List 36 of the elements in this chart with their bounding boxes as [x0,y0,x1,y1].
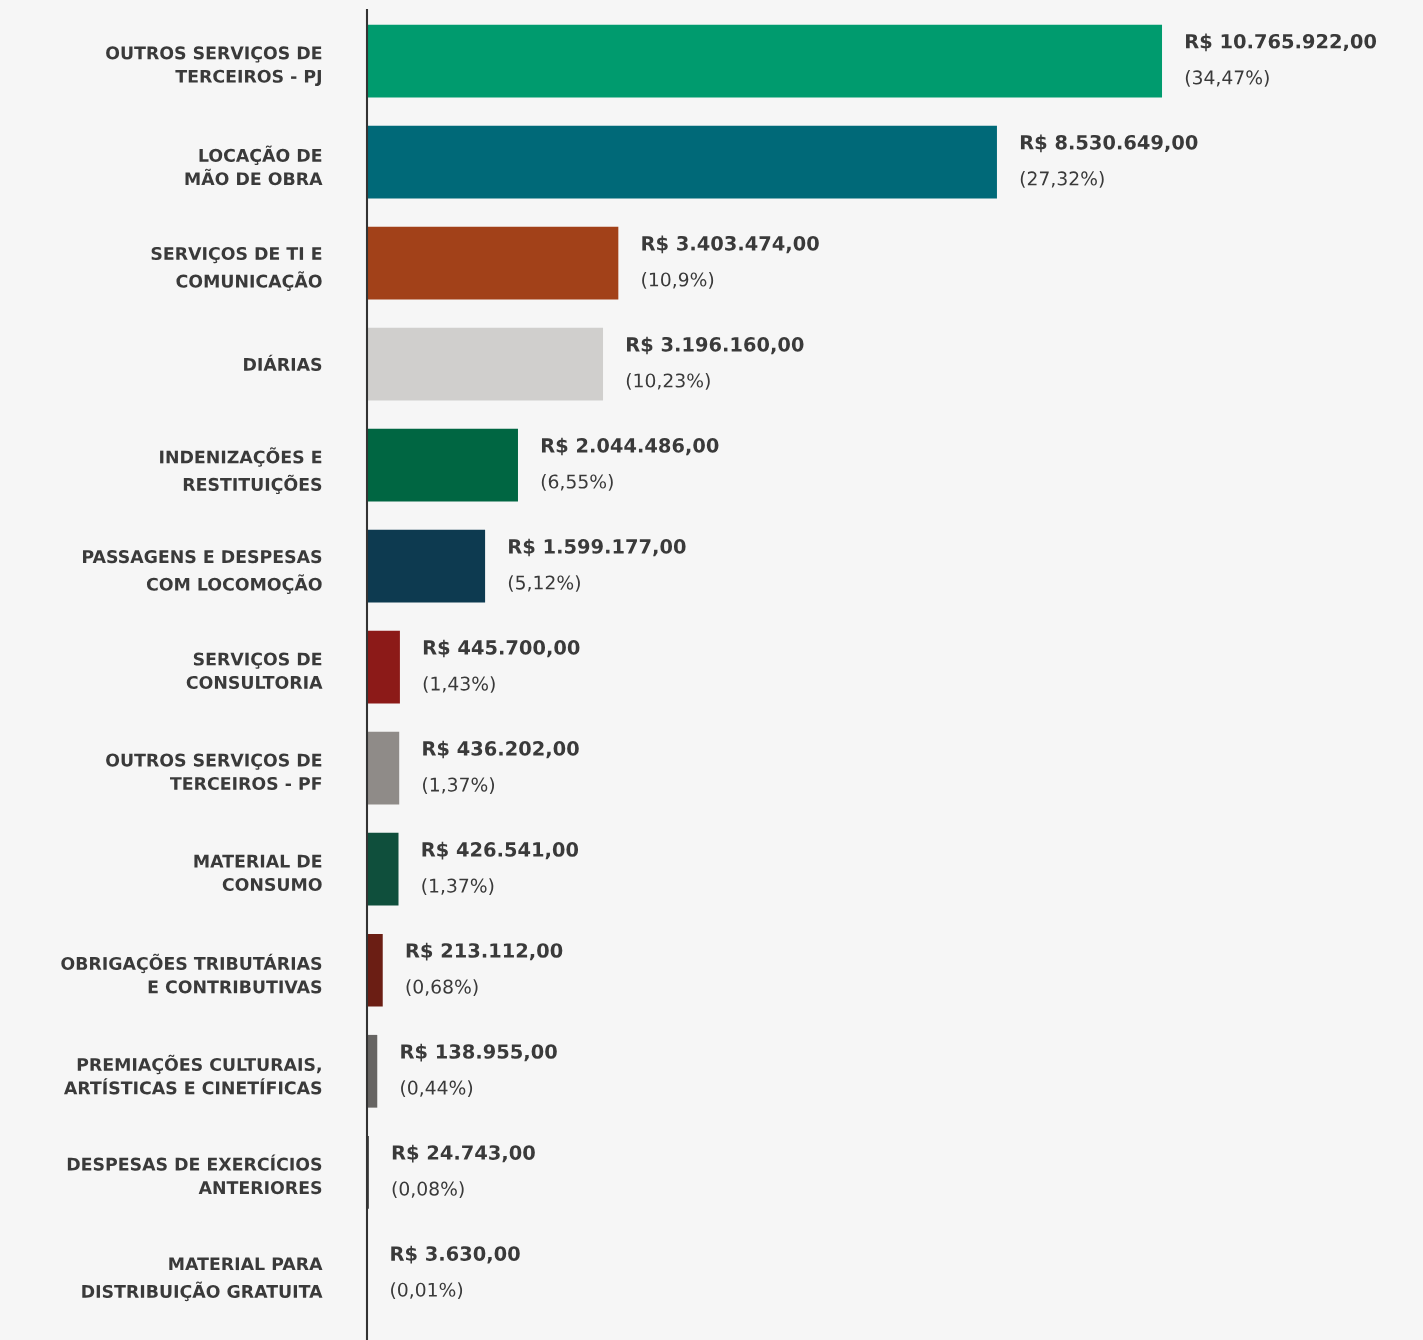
y-tick-label: MATERIAL PARA DISTRIBUIÇÃO GRATUITA [82,1257,323,1302]
y-tick-label: OBRIGAÇÕES TRIBUTÁRIAS E CONTRIBUTIVAS [61,953,322,994]
bar [367,428,518,502]
data-label: R$ 3.196.160,00 (10,23%) [626,336,804,390]
data-label: R$ 3.630,00 (0,01%) [391,1245,520,1300]
y-tick-label: DESPESAS DE EXERCÍCIOS ANTERIORES [67,1154,322,1195]
bar [367,125,997,199]
y-tick-label: DIÁRIAS [244,354,322,371]
data-label: R$ 426.541,00 (1,37%) [422,841,579,895]
y-tick-label: OUTROS SERVIÇOS DE TERCEIROS - PF [106,753,322,791]
y-tick-label: INDENIZAÇÕES E RESTITUIÇÕES [160,447,322,495]
data-label: R$ 8.530.649,00 (27,32%) [1020,134,1198,188]
y-tick-label: SERVIÇOS DE CONSULTORIA [186,652,323,690]
bar [367,630,400,704]
y-tick-label: OUTROS SERVIÇOS DE TERCEIROS - PJ [106,46,322,87]
data-label: R$ 436.202,00 (1,37%) [423,740,579,794]
y-tick-label: MATERIAL DE CONSUMO [194,854,322,892]
data-label: R$ 2.044.486,00 (6,55%) [541,437,719,491]
y-tick-label: SERVIÇOS DE TI E COMUNICAÇÃO [151,246,322,291]
y-tick-label: LOCAÇÃO DE MÃO DE OBRA [185,145,323,186]
bar [367,933,383,1007]
y-tick-label: PREMIAÇÕES CULTURAIS, ARTÍSTICAS E CINETÍFICAS [63,1054,322,1095]
bar [367,529,486,603]
data-label: R$ 213.112,00 (0,68%) [406,942,563,996]
bar [367,327,604,401]
data-label: R$ 3.403.474,00 (10,9%) [642,235,819,289]
bar [367,832,399,906]
bar [367,226,619,300]
y-tick-label: PASSAGENS E DESPESAS COM LOCOMOÇÃO [83,550,322,594]
data-label: R$ 138.955,00 (0,44%) [401,1043,557,1097]
data-label: R$ 445.700,00 (1,43%) [423,639,580,693]
data-label: R$ 10.765.922,00 (34,47%) [1185,33,1377,87]
data-label: R$ 1.599.177,00 (5,12%) [508,538,686,592]
bar [367,24,1163,98]
bar [367,731,400,805]
data-label: R$ 24.743,00 (0,08%) [392,1144,535,1198]
